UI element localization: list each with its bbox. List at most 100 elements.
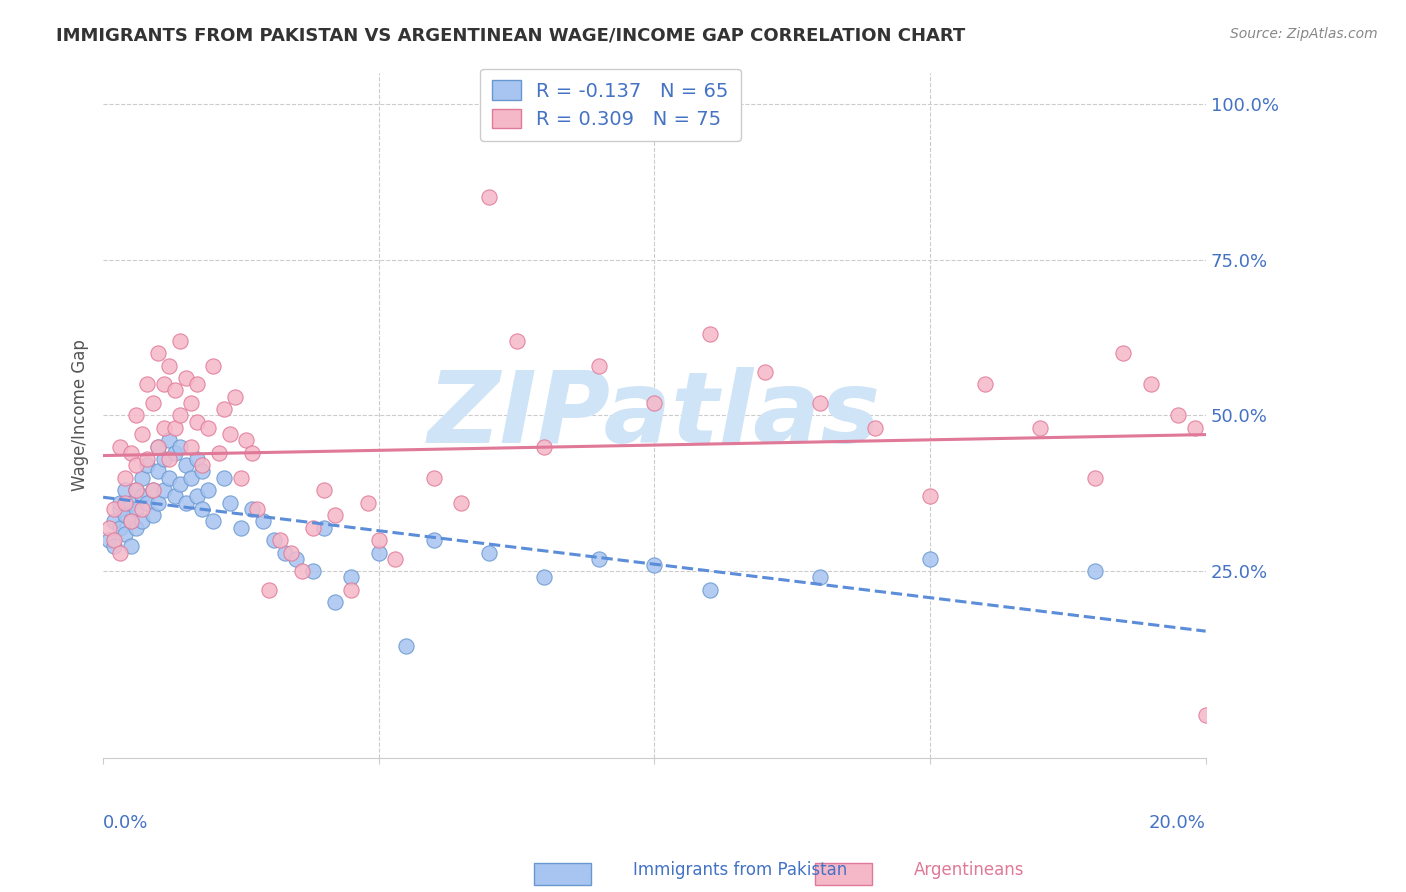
Point (224, 390, 246, 404)
Point (169, 440, 191, 454)
Point (367, 545, 389, 559)
Point (108, 501, 131, 516)
Point (588, 359, 610, 373)
Point (312, 483, 335, 498)
Point (157, 434, 180, 448)
Point (323, 508, 346, 522)
Point (533, 570, 555, 584)
Point (152, 377, 174, 392)
Point (174, 371, 197, 385)
Point (229, 520, 252, 534)
Point (108, 520, 131, 534)
Point (136, 458, 159, 473)
Point (505, 334, 527, 348)
Point (152, 452, 174, 467)
Point (169, 334, 191, 348)
Point (169, 477, 191, 491)
Point (240, 446, 263, 460)
Point (103, 533, 125, 547)
Point (174, 495, 197, 509)
Point (754, 365, 776, 379)
Point (357, 495, 380, 509)
Y-axis label: Wage/Income Gap: Wage/Income Gap (72, 340, 89, 491)
Point (157, 471, 180, 485)
Point (131, 427, 153, 442)
Text: Immigrants from Pakistan: Immigrants from Pakistan (633, 861, 846, 879)
Point (148, 440, 170, 454)
Point (257, 582, 280, 597)
Point (97, 520, 120, 534)
Point (103, 501, 125, 516)
Point (148, 495, 170, 509)
Point (108, 440, 131, 454)
Point (186, 452, 208, 467)
Point (125, 501, 148, 516)
Point (169, 409, 191, 423)
Point (202, 359, 225, 373)
Point (450, 495, 472, 509)
Point (699, 582, 721, 597)
Point (1195, 707, 1218, 722)
Point (174, 458, 197, 473)
Point (125, 458, 148, 473)
Point (219, 427, 242, 442)
Point (808, 570, 831, 584)
Text: 20.0%: 20.0% (1149, 814, 1206, 832)
Point (131, 514, 153, 528)
Text: 0.0%: 0.0% (103, 814, 149, 832)
Point (97, 533, 120, 547)
Point (643, 396, 665, 410)
Point (191, 458, 214, 473)
Point (312, 520, 335, 534)
Point (108, 545, 131, 559)
Text: Argentineans: Argentineans (914, 861, 1025, 879)
Point (588, 551, 610, 566)
Point (918, 490, 941, 504)
Point (186, 490, 208, 504)
Point (974, 377, 997, 392)
Point (180, 440, 202, 454)
Point (120, 495, 142, 509)
Point (1084, 471, 1107, 485)
Point (186, 377, 208, 392)
Point (197, 421, 219, 435)
Point (125, 520, 148, 534)
Point (423, 533, 446, 547)
Point (163, 446, 186, 460)
Point (290, 564, 312, 578)
Point (180, 396, 202, 410)
Point (197, 483, 219, 498)
Point (108, 495, 131, 509)
Point (125, 483, 148, 498)
Point (163, 490, 186, 504)
Point (323, 595, 346, 609)
Point (103, 539, 125, 553)
Point (301, 564, 323, 578)
Point (148, 346, 170, 360)
Point (120, 446, 142, 460)
Point (240, 501, 263, 516)
Point (863, 421, 886, 435)
Point (263, 533, 285, 547)
Point (1184, 421, 1206, 435)
Point (367, 533, 389, 547)
Point (423, 471, 446, 485)
Point (163, 421, 186, 435)
Point (1029, 421, 1052, 435)
Point (395, 639, 418, 653)
Point (136, 452, 159, 467)
Point (163, 384, 186, 398)
Point (699, 327, 721, 342)
Point (142, 483, 165, 498)
Point (191, 465, 214, 479)
Point (136, 377, 159, 392)
Point (533, 440, 555, 454)
Point (301, 520, 323, 534)
Point (114, 508, 136, 522)
Text: Source: ZipAtlas.com: Source: ZipAtlas.com (1230, 27, 1378, 41)
Point (1139, 377, 1161, 392)
Point (202, 514, 225, 528)
Point (643, 558, 665, 572)
Point (1084, 564, 1107, 578)
Point (114, 471, 136, 485)
